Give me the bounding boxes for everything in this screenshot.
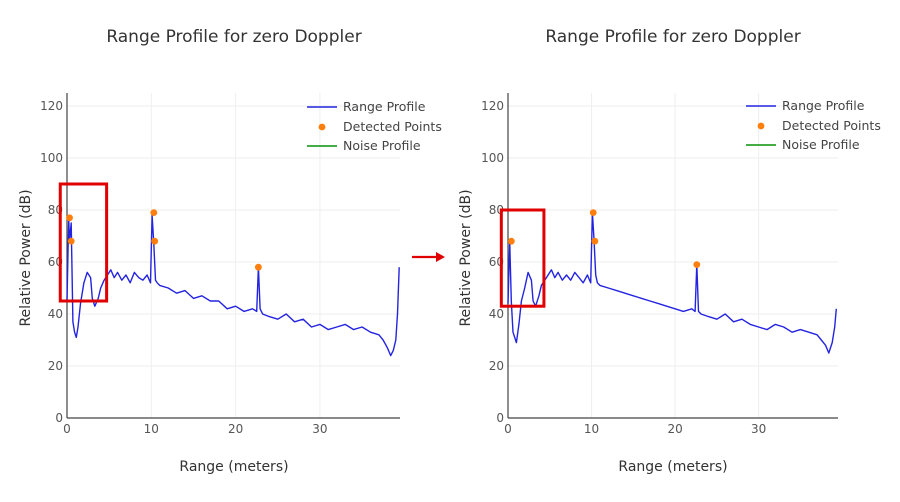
- x-tick-label: 0: [63, 422, 71, 436]
- y-tick-label: 120: [481, 99, 504, 113]
- detected-point: [150, 209, 158, 217]
- highlight-box: [58, 182, 109, 303]
- x-tick-label: 30: [312, 422, 327, 436]
- legend-label-detected-points: Detected Points: [343, 119, 442, 134]
- y-tick-label: 20: [489, 359, 504, 373]
- legend: Range Profile Detected Points Noise Prof…: [746, 98, 881, 152]
- y-tick-label: 0: [496, 411, 504, 425]
- chart-left: Range Profile for zero Doppler Range (me…: [18, 27, 442, 475]
- legend-swatch-detected-points: [757, 122, 765, 130]
- chart-title: Range Profile for zero Doppler: [106, 27, 361, 47]
- x-ticks: 0 10 20 30: [63, 422, 327, 436]
- series: [507, 211, 837, 354]
- x-ticks: 0 10 20 30: [504, 422, 766, 436]
- detected-point: [67, 237, 75, 245]
- range-profile-line: [66, 214, 400, 357]
- legend-label-range-profile: Range Profile: [343, 99, 426, 114]
- highlight-box: [499, 208, 546, 308]
- y-tick-label: 40: [489, 307, 504, 321]
- detected-points: [507, 209, 701, 268]
- detected-point: [693, 261, 701, 268]
- detected-points: [66, 209, 262, 271]
- detected-point: [591, 237, 599, 245]
- detected-point: [151, 237, 159, 245]
- legend-label-noise-profile: Noise Profile: [782, 137, 860, 152]
- detected-point: [589, 209, 597, 217]
- x-tick-label: 20: [667, 422, 682, 436]
- detected-point: [507, 237, 515, 245]
- x-tick-label: 10: [584, 422, 599, 436]
- right-arrow-icon: [412, 252, 445, 262]
- detected-point: [254, 263, 262, 271]
- y-axis-label: Relative Power (dB): [18, 189, 34, 326]
- y-tick-label: 100: [40, 151, 63, 165]
- legend-label-noise-profile: Noise Profile: [343, 138, 421, 153]
- y-tick-label: 120: [40, 99, 63, 113]
- y-tick-label: 40: [48, 307, 63, 321]
- x-axis-label: Range (meters): [179, 459, 288, 475]
- axes: [66, 93, 400, 419]
- range-profile-line: [507, 211, 837, 354]
- legend: Range Profile Detected Points Noise Prof…: [307, 99, 442, 153]
- y-axis-label: Relative Power (dB): [458, 189, 474, 326]
- detected-point: [66, 214, 73, 222]
- legend-label-detected-points: Detected Points: [782, 118, 881, 133]
- y-tick-label: 20: [48, 359, 63, 373]
- axes: [507, 93, 838, 419]
- x-tick-label: 10: [144, 422, 159, 436]
- grid: [67, 93, 400, 418]
- legend-label-range-profile: Range Profile: [782, 98, 865, 113]
- x-tick-label: 0: [504, 422, 512, 436]
- legend-swatch-detected-points: [318, 123, 326, 131]
- chart-right: Range Profile for zero Doppler Range (me…: [458, 27, 881, 475]
- x-tick-label: 20: [228, 422, 243, 436]
- series: [66, 214, 400, 357]
- y-tick-label: 100: [481, 151, 504, 165]
- y-tick-label: 0: [55, 411, 63, 425]
- x-axis-label: Range (meters): [618, 459, 727, 475]
- chart-title: Range Profile for zero Doppler: [545, 27, 800, 47]
- x-tick-label: 30: [751, 422, 766, 436]
